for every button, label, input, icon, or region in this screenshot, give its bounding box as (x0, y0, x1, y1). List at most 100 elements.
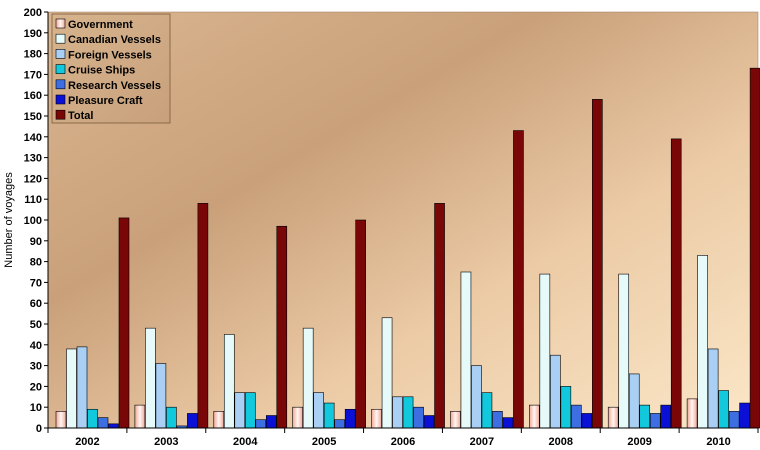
bar-cruise-ships-2009 (639, 404, 651, 429)
bar-pleasure-craft-2006 (423, 415, 435, 429)
bar-research-vessels-2007 (492, 411, 503, 429)
x-tick-label: 2005 (312, 436, 336, 448)
bar-research-vessels-2009 (649, 413, 661, 429)
y-axis-ticks: 0 10 20 30 40 50 60 70 80 90 100 110 120 130 140 150 160… (24, 7, 48, 435)
y-tick-label: 120 (24, 173, 42, 185)
bar-canadian-vessels-2009 (618, 273, 630, 429)
y-tick-label: 130 (24, 153, 42, 165)
bar-government-2007 (450, 411, 461, 429)
x-tick-label: 2002 (75, 436, 99, 448)
bar-canadian-vessels-2007 (460, 271, 472, 429)
bar-cruise-ships-2007 (481, 392, 493, 429)
legend-label: Canadian Vessels (68, 34, 161, 46)
bar-canadian-vessels-2008 (539, 273, 551, 429)
y-tick-label: 140 (24, 132, 42, 144)
x-tick-label: 2003 (154, 436, 178, 448)
bar-total-2006 (434, 203, 445, 429)
bar-foreign-vessels-2007 (471, 365, 482, 429)
bar-government-2006 (371, 408, 382, 429)
bar-government-2003 (134, 404, 146, 429)
bar-foreign-vessels-2004 (234, 392, 246, 429)
x-tick-label: 2007 (470, 436, 494, 448)
bar-government-2009 (607, 406, 619, 429)
bar-government-2002 (55, 411, 67, 429)
bar-pleasure-craft-2005 (344, 408, 356, 429)
bar-total-2008 (592, 99, 603, 429)
bar-foreign-vessels-2009 (628, 373, 640, 429)
legend-swatch (55, 94, 66, 105)
x-tick-label: 2009 (627, 436, 651, 448)
bar-pleasure-craft-2003 (187, 413, 198, 429)
y-tick-label: 10 (30, 402, 42, 414)
y-tick-label: 100 (24, 215, 42, 227)
y-tick-label: 180 (24, 49, 42, 61)
y-tick-label: 70 (30, 277, 42, 289)
bar-canadian-vessels-2010 (697, 255, 708, 429)
bar-foreign-vessels-2008 (550, 354, 561, 429)
bar-research-vessels-2005 (334, 419, 345, 429)
legend-label: Research Vessels (68, 80, 161, 92)
x-tick-label: 2010 (706, 436, 730, 448)
bars-group (55, 67, 760, 429)
bar-research-vessels-2006 (413, 406, 424, 429)
bar-total-2003 (197, 203, 209, 429)
legend-swatch (55, 109, 66, 120)
bar-foreign-vessels-2002 (76, 346, 88, 429)
bar-pleasure-craft-2002 (108, 423, 119, 429)
legend-label: Foreign Vessels (68, 49, 152, 61)
bar-research-vessels-2002 (97, 417, 109, 429)
y-tick-label: 50 (30, 319, 42, 331)
bar-cruise-ships-2003 (166, 406, 177, 429)
legend-box (51, 13, 171, 124)
y-axis-title: Number of voyages (3, 172, 15, 268)
bar-government-2004 (213, 411, 225, 429)
y-tick-label: 90 (30, 236, 42, 248)
legend-swatch (55, 64, 66, 74)
y-tick-label: 30 (30, 361, 42, 373)
bar-government-2010 (686, 398, 698, 429)
bar-canadian-vessels-2004 (223, 334, 235, 429)
bar-pleasure-craft-2008 (581, 413, 593, 429)
y-tick-label: 40 (30, 340, 42, 352)
bar-cruise-ships-2005 (323, 402, 335, 429)
bar-research-vessels-2004 (255, 419, 267, 429)
legend-label: Total (68, 110, 93, 122)
y-tick-label: 150 (24, 111, 42, 123)
y-tick-label: 80 (30, 257, 42, 269)
bar-cruise-ships-2008 (560, 386, 572, 429)
legend-swatch (55, 49, 66, 59)
legend-items: Government Canadian Vessels Foreign Vessel… (55, 18, 161, 122)
legend-label: Pleasure Craft (68, 95, 143, 107)
bar-total-2005 (355, 219, 366, 429)
bar-pleasure-craft-2007 (502, 417, 514, 429)
bar-research-vessels-2008 (571, 404, 582, 429)
legend-swatch (55, 79, 66, 90)
y-tick-label: 200 (24, 7, 42, 19)
x-tick-label: 2008 (549, 436, 573, 448)
y-tick-label: 160 (24, 90, 42, 102)
bar-total-2007 (513, 130, 524, 429)
bar-foreign-vessels-2003 (155, 363, 167, 429)
legend-label: Cruise Ships (68, 65, 135, 77)
bar-pleasure-craft-2010 (739, 402, 750, 429)
bar-foreign-vessels-2006 (392, 396, 403, 429)
bar-foreign-vessels-2010 (707, 348, 719, 429)
y-tick-label: 0 (36, 423, 42, 435)
bar-canadian-vessels-2002 (66, 348, 77, 429)
bar-pleasure-craft-2009 (660, 404, 672, 429)
bar-canadian-vessels-2006 (381, 317, 393, 429)
x-tick-label: 2006 (391, 436, 415, 448)
bar-total-2009 (670, 138, 682, 429)
y-tick-label: 170 (24, 69, 42, 81)
bar-canadian-vessels-2005 (302, 327, 314, 429)
y-tick-label: 190 (24, 28, 42, 40)
legend-swatch (55, 18, 66, 29)
bar-cruise-ships-2002 (87, 408, 98, 429)
x-axis-ticks: 2002 2003 2004 2005 2006 2007 2008 2009 2010 (47, 428, 759, 448)
bar-total-2002 (118, 217, 130, 429)
bar-total-2004 (276, 225, 288, 429)
bar-cruise-ships-2004 (244, 392, 256, 429)
bar-cruise-ships-2006 (402, 396, 414, 429)
